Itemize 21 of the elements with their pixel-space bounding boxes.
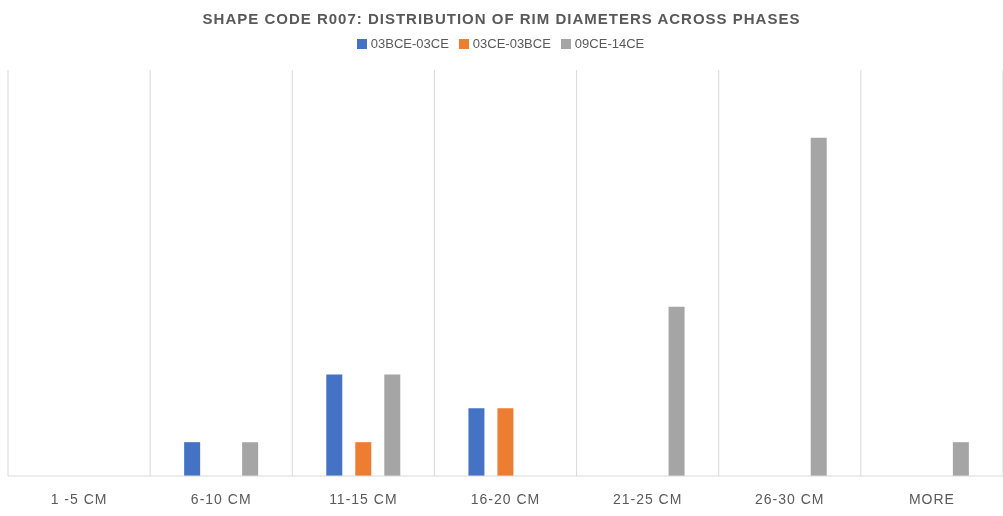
legend-label: 09CE-14CE (574, 36, 645, 51)
legend-label: 03CE-03BCE (472, 36, 551, 51)
bar (242, 442, 259, 476)
legend-label: 03BCE-03CE (370, 36, 449, 51)
bar (497, 408, 514, 476)
bar (952, 442, 969, 476)
x-tick-label: 16-20 CM (470, 490, 541, 507)
bar (810, 137, 827, 476)
x-tick-label: 26-30 CM (755, 490, 825, 507)
bar (355, 442, 372, 476)
bar (468, 408, 485, 476)
chart-title: SHAPE CODE R007: DISTRIBUTION OF RIM DIAMETERS ACROSS PHASES (201, 10, 802, 27)
bar (668, 306, 685, 476)
x-tick-label: 21-25 CM (612, 490, 683, 507)
x-tick-label: 1 -5 CM (50, 490, 108, 507)
bar (184, 442, 201, 476)
bar (384, 374, 401, 476)
x-tick-label: 6-10 CM (190, 490, 252, 507)
x-tick-label: 11-15 CM (329, 490, 398, 507)
x-tick-label: MORE (908, 490, 955, 507)
bar (326, 374, 343, 476)
